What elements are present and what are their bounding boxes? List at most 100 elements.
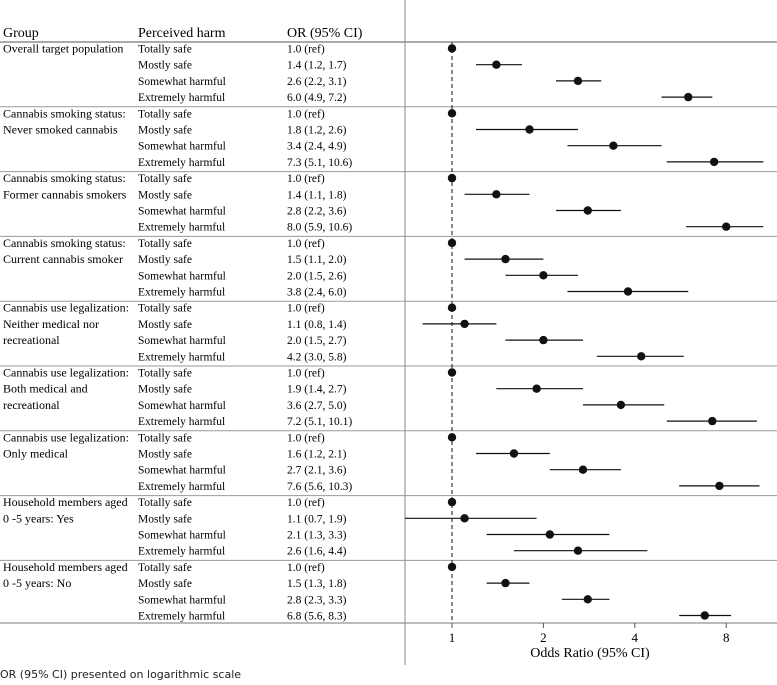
group-label: Cannabis use legalization: — [3, 301, 129, 315]
or-point — [722, 222, 731, 231]
group-label: Cannabis smoking status: — [3, 236, 126, 250]
perceived-harm-cell: Somewhat harmful — [138, 465, 226, 477]
or-point — [447, 173, 457, 183]
perceived-harm-cell: Totally safe — [138, 108, 192, 120]
footnote: OR (95% CI) presented on logarithmic sca… — [0, 668, 242, 681]
or-ci-cell: 2.8 (2.2, 3.6) — [287, 206, 347, 218]
or-ci-cell: 2.0 (1.5, 2.7) — [287, 335, 347, 347]
perceived-harm-cell: Extremely harmful — [138, 222, 225, 234]
perceived-harm-cell: Mostly safe — [138, 449, 192, 461]
x-tick-label: 8 — [723, 630, 730, 645]
or-point — [447, 562, 457, 572]
perceived-harm-cell: Totally safe — [138, 238, 192, 250]
or-ci-cell: 2.0 (1.5, 2.6) — [287, 270, 347, 282]
group-label: recreational — [3, 398, 60, 412]
perceived-harm-cell: Mostly safe — [138, 513, 192, 525]
perceived-harm-cell: Extremely harmful — [138, 416, 225, 428]
or-point — [708, 416, 717, 426]
perceived-harm-cell: Somewhat harmful — [138, 400, 226, 412]
or-ci-cell: 1.5 (1.3, 1.8) — [287, 578, 347, 590]
or-point — [447, 433, 457, 442]
or-ci-cell: 2.1 (1.3, 3.3) — [287, 530, 347, 542]
perceived-harm-cell: Mostly safe — [138, 60, 192, 72]
or-ci-cell: 6.0 (4.9, 7.2) — [287, 92, 347, 104]
group-label: Current cannabis smoker — [3, 252, 123, 266]
or-ci-cell: 1.0 (ref) — [287, 108, 325, 120]
header-or-ci: OR (95% CI) — [287, 26, 363, 41]
or-point — [492, 60, 501, 69]
perceived-harm-cell: Extremely harmful — [138, 351, 225, 363]
or-ci-cell: 1.8 (1.2, 2.6) — [287, 125, 347, 137]
or-ci-cell: 1.4 (1.1, 1.8) — [287, 189, 347, 201]
group-label: Neither medical nor — [3, 317, 99, 331]
or-ci-cell: 1.1 (0.7, 1.9) — [287, 513, 347, 525]
or-point — [709, 157, 719, 167]
or-point — [447, 44, 457, 53]
or-point — [715, 481, 724, 491]
or-ci-cell: 1.0 (ref) — [287, 497, 325, 509]
or-point — [501, 254, 510, 264]
perceived-harm-cell: Mostly safe — [138, 125, 192, 137]
group-label: Overall target population — [3, 42, 123, 56]
or-point — [609, 141, 618, 150]
or-point — [623, 287, 633, 296]
group-label: 0 -5 years: No — [3, 576, 71, 590]
or-ci-cell: 3.4 (2.4, 4.9) — [287, 141, 347, 153]
or-ci-cell: 3.8 (2.4, 6.0) — [287, 287, 347, 299]
x-tick-label: 1 — [449, 630, 456, 645]
perceived-harm-cell: Totally safe — [138, 497, 192, 509]
group-label: Former cannabis smokers — [3, 187, 127, 201]
perceived-harm-cell: Somewhat harmful — [138, 594, 226, 606]
or-ci-cell: 1.0 (ref) — [287, 303, 325, 315]
or-ci-cell: 8.0 (5.9, 10.6) — [287, 222, 352, 234]
perceived-harm-cell: Somewhat harmful — [138, 335, 226, 347]
or-point — [583, 206, 592, 215]
perceived-harm-cell: Somewhat harmful — [138, 76, 226, 88]
or-ci-cell: 1.0 (ref) — [287, 44, 325, 56]
or-ci-cell: 1.0 (ref) — [287, 173, 325, 185]
perceived-harm-cell: Totally safe — [138, 44, 192, 56]
or-point — [616, 400, 626, 410]
or-point — [583, 595, 592, 604]
perceived-harm-cell: Extremely harmful — [138, 157, 225, 169]
group-label: Household members aged — [3, 495, 128, 509]
perceived-harm-cell: Mostly safe — [138, 189, 192, 201]
or-point — [447, 368, 457, 377]
or-ci-cell: 3.6 (2.7, 5.0) — [287, 400, 347, 412]
perceived-harm-cell: Totally safe — [138, 303, 192, 315]
or-point — [460, 319, 469, 329]
group-label: Cannabis smoking status: — [3, 171, 126, 185]
or-point — [501, 578, 510, 588]
x-tick-label: 2 — [540, 630, 547, 645]
perceived-harm-cell: Extremely harmful — [138, 481, 225, 493]
perceived-harm-cell: Extremely harmful — [138, 611, 225, 623]
or-point — [447, 303, 457, 312]
or-point — [539, 271, 548, 280]
or-point — [460, 514, 469, 523]
header-perceived-harm: Perceived harm — [138, 26, 226, 41]
or-point — [539, 335, 548, 345]
or-point — [637, 352, 646, 361]
perceived-harm-cell: Mostly safe — [138, 254, 192, 266]
group-label: Cannabis use legalization: — [3, 430, 129, 444]
or-point — [684, 92, 693, 102]
or-point — [447, 238, 457, 248]
forest-plot: Group Perceived harm OR (95% CI) Overall… — [0, 0, 777, 665]
or-ci-cell: 2.6 (1.6, 4.4) — [287, 546, 347, 558]
x-axis-label: Odds Ratio (95% CI) — [530, 646, 650, 661]
or-ci-cell: 1.0 (ref) — [287, 562, 325, 574]
perceived-harm-cell: Somewhat harmful — [138, 141, 226, 153]
group-label: recreational — [3, 333, 60, 347]
perceived-harm-cell: Totally safe — [138, 432, 192, 444]
or-point — [447, 109, 457, 118]
or-ci-cell: 1.0 (ref) — [287, 238, 325, 250]
or-point — [509, 449, 519, 458]
or-point — [545, 530, 555, 539]
or-ci-cell: 2.8 (2.3, 3.3) — [287, 594, 347, 606]
perceived-harm-cell: Somewhat harmful — [138, 206, 226, 218]
plot-area: 1 2 4 8 — [404, 0, 764, 665]
perceived-harm-cell: Extremely harmful — [138, 92, 225, 104]
group-label: Cannabis use legalization: — [3, 366, 129, 380]
group-label: Only medical — [3, 447, 69, 461]
or-point — [447, 497, 457, 507]
